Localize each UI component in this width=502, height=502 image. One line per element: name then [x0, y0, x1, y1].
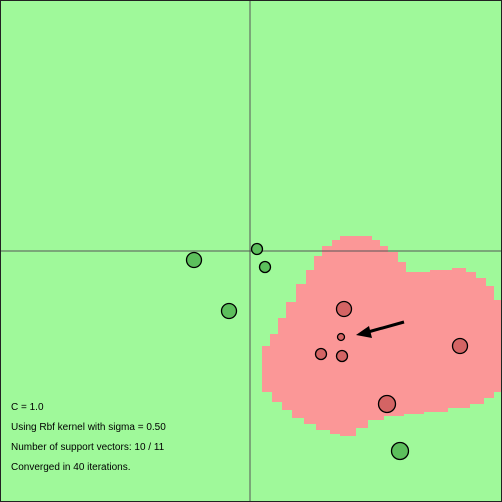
data-points[interactable]: [185, 242, 469, 461]
convergence-text: Converged in 40 iterations.: [11, 462, 131, 473]
arrow-pointer-icon: [356, 320, 405, 338]
data-point-negative[interactable]: [335, 300, 353, 318]
data-point-negative[interactable]: [377, 394, 397, 414]
decision-region: [262, 236, 502, 436]
data-point-negative[interactable]: [451, 337, 469, 355]
data-point-positive[interactable]: [185, 251, 203, 269]
data-point-positive[interactable]: [220, 302, 238, 320]
c-value-text: C = 1.0: [11, 402, 44, 413]
support-vectors-text: Number of support vectors: 10 / 11: [11, 442, 165, 453]
data-point-negative[interactable]: [314, 347, 328, 361]
data-point-negative-small[interactable]: [336, 332, 346, 342]
kernel-text: Using Rbf kernel with sigma = 0.50: [11, 422, 166, 433]
data-point-positive[interactable]: [390, 441, 410, 461]
data-point-negative[interactable]: [335, 349, 349, 363]
data-point-positive[interactable]: [258, 260, 272, 274]
data-point-positive[interactable]: [250, 242, 264, 256]
